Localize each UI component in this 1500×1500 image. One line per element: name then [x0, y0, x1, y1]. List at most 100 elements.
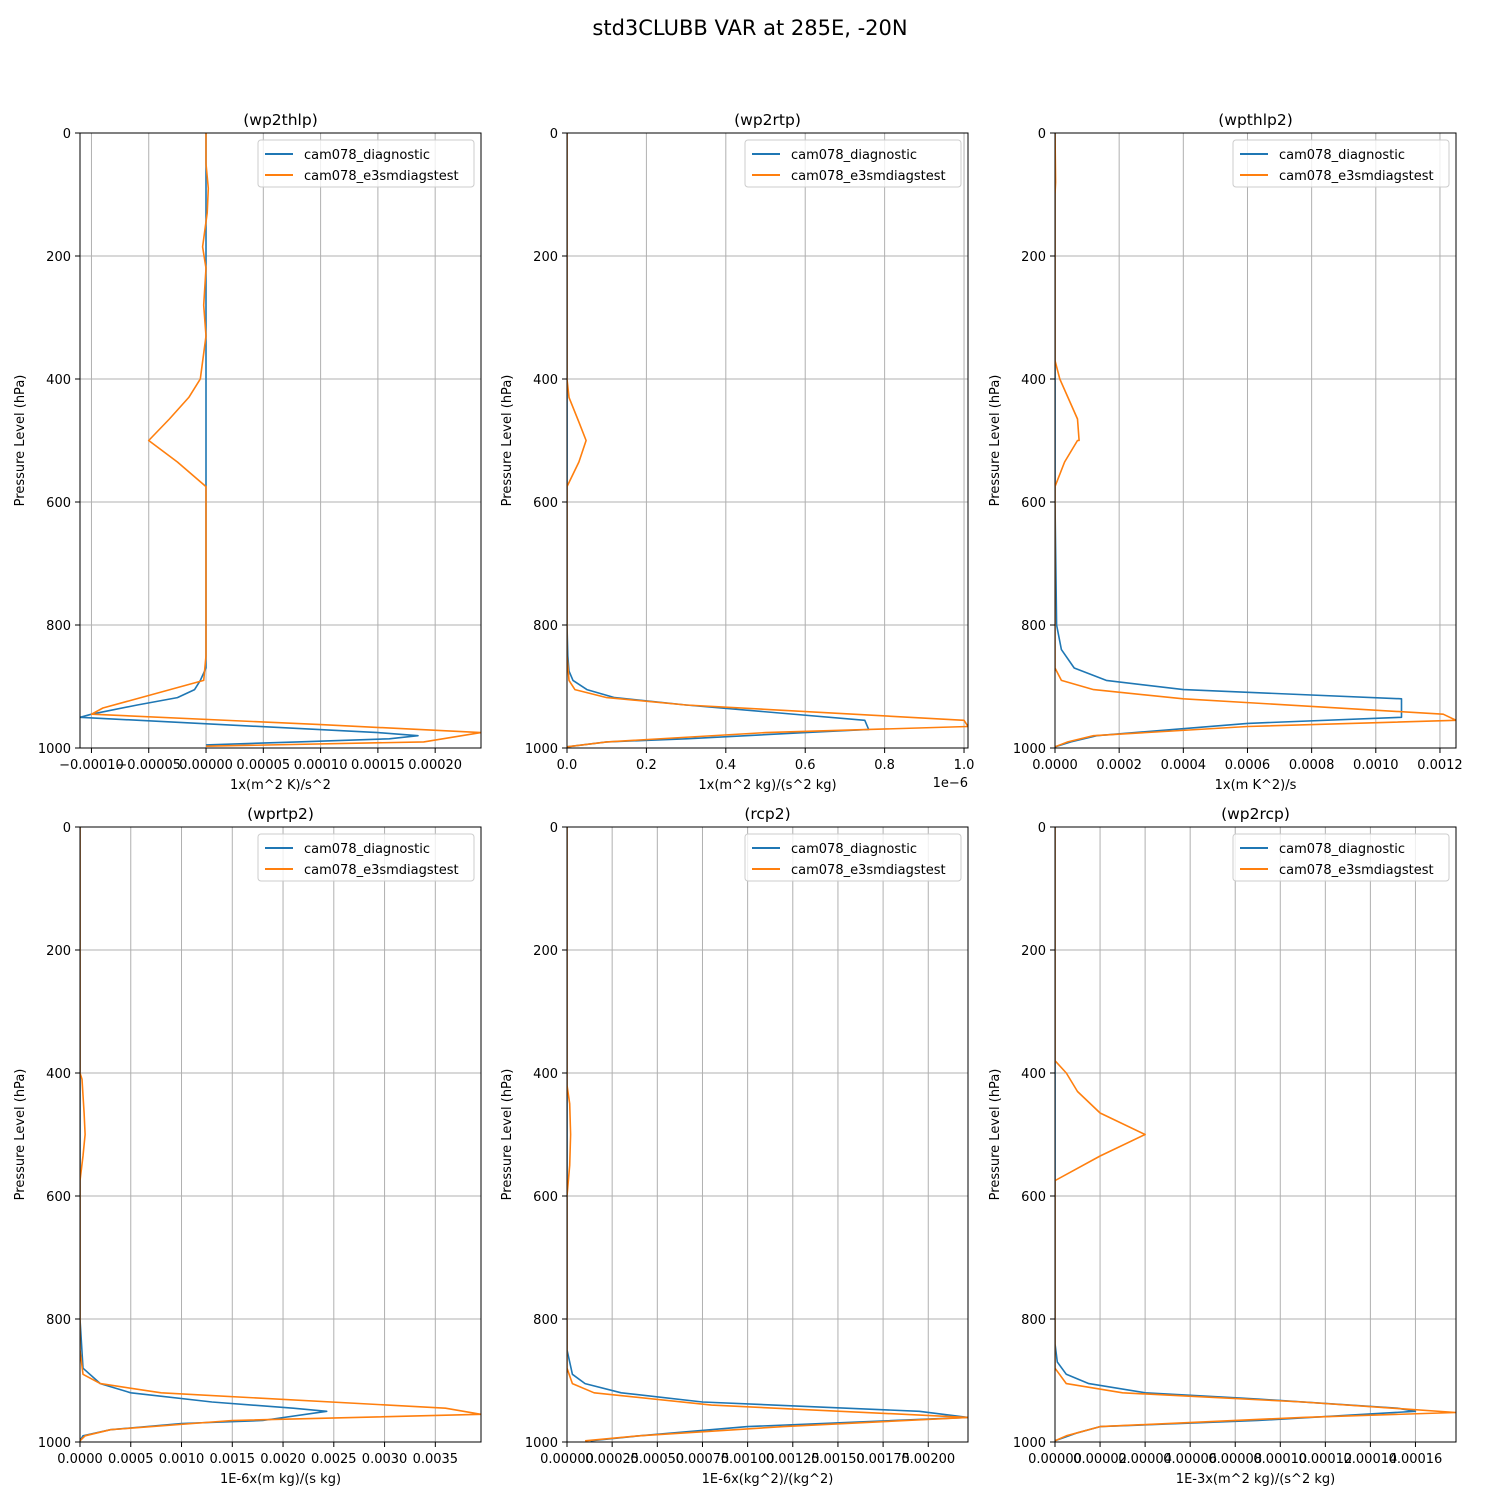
x-tick-label: 0.0030: [362, 1452, 408, 1467]
legend-label: cam078_e3smdiagstest: [304, 863, 459, 878]
x-tick-label: 0.00050: [630, 1452, 684, 1467]
panel-title: (wp2thlp): [243, 111, 318, 129]
y-tick-label: 400: [533, 373, 558, 388]
y-tick-label: 600: [533, 496, 558, 511]
y-tick-label: 1000: [525, 742, 558, 757]
legend-label: cam078_diagnostic: [304, 842, 430, 857]
legend-box: [1232, 139, 1450, 188]
panel-title: (wpthlp2): [1218, 111, 1293, 129]
x-tick-label: 0.00005: [236, 758, 290, 773]
series-line-diagnostic: [1055, 133, 1403, 748]
y-axis-label: Pressure Level (hPa): [988, 375, 1003, 507]
y-tick-label: 0: [63, 821, 71, 836]
y-axis-label: Pressure Level (hPa): [500, 1069, 515, 1201]
y-tick-label: 200: [46, 250, 71, 265]
x-tick-label: 0.0012: [1417, 758, 1463, 773]
series-line-e3smdiagstest: [1055, 133, 1456, 748]
legend-label: cam078_diagnostic: [791, 148, 917, 163]
x-tick-label: 0.0010: [1353, 758, 1399, 773]
x-axis-label: 1E-6x(kg^2)/(kg^2): [702, 1472, 834, 1487]
chart-panel-2: 0.0 0.2 0.4 0.6 0.8 1.0 0 200 400 600 800 1000 (wp2r…: [500, 111, 974, 793]
x-tick-label: 0.00012: [1298, 1452, 1352, 1467]
y-axis-label: Pressure Level (hPa): [988, 1069, 1003, 1201]
x-tick-label: 0.00015: [351, 758, 405, 773]
legend-box: [257, 833, 475, 882]
legend: cam078_diagnostic cam078_e3smdiagstest: [744, 139, 962, 188]
y-tick-label: 1000: [525, 1436, 558, 1451]
x-offset-text: 1e−6: [933, 776, 968, 791]
y-tick-label: 0: [550, 127, 558, 142]
series-line-e3smdiagstest: [80, 827, 481, 1442]
x-tick-label: 0.00000: [540, 1452, 594, 1467]
y-tick-label: 400: [46, 373, 71, 388]
legend: cam078_diagnostic cam078_e3smdiagstest: [257, 833, 475, 882]
x-tick-label: 0.00125: [766, 1452, 820, 1467]
x-tick-label: −0.00005: [116, 758, 181, 773]
x-tick-label: 0.00075: [676, 1452, 730, 1467]
panel-title: (wprtp2): [247, 805, 314, 823]
legend: cam078_diagnostic cam078_e3smdiagstest: [257, 139, 475, 188]
legend-box: [744, 833, 962, 882]
y-tick-label: 400: [533, 1067, 558, 1082]
plot-frame: [79, 826, 482, 1443]
x-axis-label: 1x(m^2 kg)/(s^2 kg): [698, 778, 836, 793]
legend-box: [1232, 833, 1450, 882]
series-line-e3smdiagstest: [1055, 827, 1456, 1442]
x-tick-label: 0.00020: [408, 758, 462, 773]
legend-label: cam078_e3smdiagstest: [1279, 863, 1434, 878]
legend-label: cam078_diagnostic: [791, 842, 917, 857]
plot-frame: [1054, 132, 1457, 749]
x-axis-label: 1x(m^2 K)/s^2: [230, 778, 331, 793]
x-tick-label: 1.0: [954, 758, 975, 773]
x-tick-label: 0.00100: [721, 1452, 775, 1467]
y-tick-label: 400: [1021, 1067, 1046, 1082]
x-tick-label: 0.0000: [1032, 758, 1078, 773]
x-tick-label: 0.0020: [260, 1452, 306, 1467]
legend-box: [257, 139, 475, 188]
y-tick-label: 600: [533, 1190, 558, 1205]
y-tick-label: 0: [1038, 127, 1046, 142]
x-tick-label: 0.0015: [210, 1452, 256, 1467]
x-tick-label: 0.00175: [856, 1452, 910, 1467]
legend-label: cam078_e3smdiagstest: [304, 169, 459, 184]
x-tick-label: 0.00008: [1208, 1452, 1262, 1467]
plot-frame: [79, 132, 482, 749]
x-tick-label: 0.0006: [1225, 758, 1271, 773]
y-tick-label: 600: [46, 496, 71, 511]
x-tick-label: 0.0000: [57, 1452, 103, 1467]
panel-title: (wp2rtp): [734, 111, 801, 129]
x-tick-label: 0.00002: [1073, 1452, 1127, 1467]
series-line-diagnostic: [80, 133, 419, 746]
x-tick-label: 0.00016: [1389, 1452, 1443, 1467]
x-tick-label: 0.8: [874, 758, 895, 773]
x-tick-label: 0.0025: [311, 1452, 357, 1467]
y-axis-label: Pressure Level (hPa): [500, 375, 515, 507]
y-tick-label: 200: [46, 944, 71, 959]
x-tick-label: 0.00010: [294, 758, 348, 773]
legend: cam078_diagnostic cam078_e3smdiagstest: [1232, 833, 1450, 882]
legend: cam078_diagnostic cam078_e3smdiagstest: [1232, 139, 1450, 188]
legend-label: cam078_e3smdiagstest: [791, 169, 946, 184]
legend-label: cam078_diagnostic: [304, 148, 430, 163]
x-tick-label: 0.0010: [159, 1452, 205, 1467]
y-tick-label: 600: [1021, 496, 1046, 511]
x-axis-label: 1x(m K^2)/s: [1215, 778, 1297, 793]
x-tick-label: 0.4: [715, 758, 736, 773]
x-tick-label: 0.6: [795, 758, 816, 773]
x-tick-label: 0.2: [636, 758, 657, 773]
series-line-diagnostic: [80, 827, 328, 1442]
x-axis-label: 1E-6x(m kg)/(s kg): [220, 1472, 341, 1487]
x-tick-label: −0.00010: [59, 758, 124, 773]
x-tick-label: 0.00200: [901, 1452, 955, 1467]
y-tick-label: 0: [63, 127, 71, 142]
x-tick-label: 0.0004: [1161, 758, 1207, 773]
x-tick-label: 0.00004: [1118, 1452, 1172, 1467]
legend-label: cam078_e3smdiagstest: [1279, 169, 1434, 184]
y-tick-label: 0: [1038, 821, 1046, 836]
chart-panel-4: 0.0000 0.0005 0.0010 0.0015 0.0020 0.0025 0.00…: [13, 805, 482, 1487]
series-line-e3smdiagstest: [567, 133, 968, 748]
legend-label: cam078_diagnostic: [1279, 842, 1405, 857]
plot-frame: [566, 132, 969, 749]
plot-frame: [566, 826, 969, 1443]
